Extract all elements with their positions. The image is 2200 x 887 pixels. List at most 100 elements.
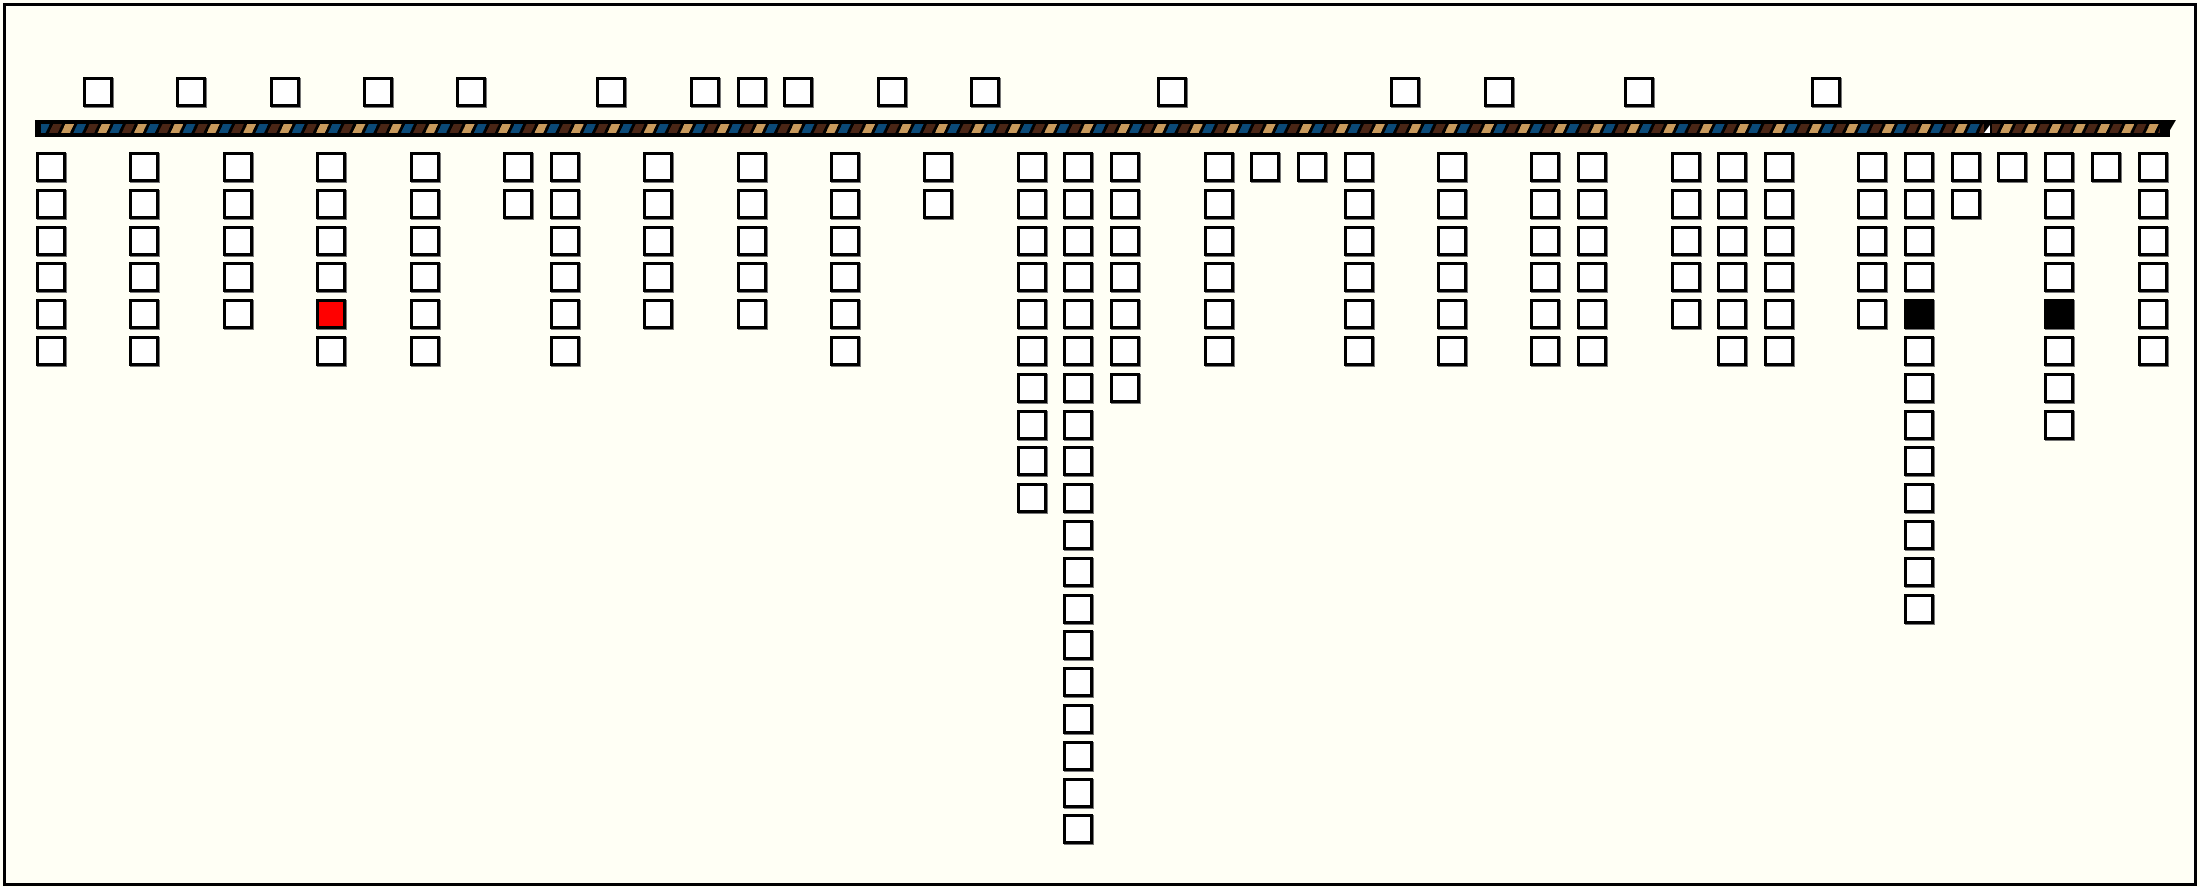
column-cell[interactable] xyxy=(1857,299,1888,330)
column-cell[interactable] xyxy=(36,225,66,256)
column-cell[interactable] xyxy=(1763,152,1794,182)
column-cell[interactable] xyxy=(503,152,533,182)
column-cell[interactable] xyxy=(1437,188,1467,219)
column-cell[interactable] xyxy=(829,299,860,330)
column-cell[interactable] xyxy=(1343,152,1374,182)
column-cell[interactable] xyxy=(316,152,347,182)
column-cell[interactable] xyxy=(736,262,767,293)
column-cell[interactable] xyxy=(829,225,860,256)
column-cell[interactable] xyxy=(409,299,440,330)
column-cell[interactable] xyxy=(923,152,954,182)
top-cell[interactable] xyxy=(82,77,113,107)
column-cell[interactable] xyxy=(1670,225,1701,256)
top-cell[interactable] xyxy=(1156,77,1187,107)
column-cell[interactable] xyxy=(222,152,253,182)
column-cell[interactable] xyxy=(1717,262,1748,293)
column-cell[interactable] xyxy=(1577,336,1608,366)
column-cell[interactable] xyxy=(1063,667,1094,698)
column-cell[interactable] xyxy=(1203,299,1234,330)
column-cell[interactable] xyxy=(1110,299,1141,330)
column-cell[interactable] xyxy=(222,299,253,330)
column-cell[interactable] xyxy=(1717,188,1748,219)
column-cell[interactable] xyxy=(643,262,674,293)
column-cell[interactable] xyxy=(1997,152,2028,182)
column-cell[interactable] xyxy=(1203,262,1234,293)
column-cell[interactable] xyxy=(923,188,954,219)
column-cell[interactable] xyxy=(1063,336,1094,366)
column-cell[interactable] xyxy=(1063,520,1094,550)
column-cell[interactable] xyxy=(1763,225,1794,256)
column-cell[interactable] xyxy=(1857,225,1888,256)
column-cell[interactable] xyxy=(1530,188,1561,219)
column-cell[interactable] xyxy=(1437,225,1467,256)
column-cell[interactable] xyxy=(2137,262,2168,293)
column-cell[interactable] xyxy=(1577,188,1608,219)
column-cell[interactable] xyxy=(2044,225,2075,256)
column-cell[interactable] xyxy=(1016,152,1047,182)
column-cell[interactable] xyxy=(1016,372,1047,403)
top-cell[interactable] xyxy=(1483,77,1514,107)
column-cell[interactable] xyxy=(129,152,160,182)
column-cell[interactable] xyxy=(1203,188,1234,219)
column-cell[interactable] xyxy=(2137,336,2168,366)
timeline-bar[interactable] xyxy=(35,120,2176,137)
column-cell[interactable] xyxy=(1063,409,1094,440)
column-cell[interactable] xyxy=(1016,188,1047,219)
column-cell[interactable] xyxy=(1437,152,1467,182)
column-cell[interactable] xyxy=(736,299,767,330)
column-cell[interactable] xyxy=(1296,152,1327,182)
column-cell[interactable] xyxy=(1437,262,1467,293)
column-cell[interactable] xyxy=(1063,446,1094,477)
column-cell[interactable] xyxy=(829,336,860,366)
top-cell[interactable] xyxy=(970,77,1000,107)
column-cell[interactable] xyxy=(2090,152,2121,182)
column-cell[interactable] xyxy=(1343,262,1374,293)
column-cell[interactable] xyxy=(1016,446,1047,477)
column-cell[interactable] xyxy=(1904,520,1934,550)
bar-marker-icon[interactable] xyxy=(1984,125,1991,133)
column-cell[interactable] xyxy=(129,188,160,219)
column-cell[interactable] xyxy=(549,299,580,330)
column-cell[interactable] xyxy=(409,262,440,293)
column-cell[interactable] xyxy=(1016,299,1047,330)
column-cell[interactable] xyxy=(409,152,440,182)
column-cell[interactable] xyxy=(1110,336,1141,366)
filled-cell-black[interactable] xyxy=(2044,299,2075,330)
column-cell[interactable] xyxy=(1904,446,1934,477)
column-cell[interactable] xyxy=(1063,704,1094,734)
column-cell[interactable] xyxy=(829,152,860,182)
column-cell[interactable] xyxy=(1904,188,1934,219)
column-cell[interactable] xyxy=(2044,409,2075,440)
top-cell[interactable] xyxy=(876,77,907,107)
column-cell[interactable] xyxy=(1063,740,1094,771)
column-cell[interactable] xyxy=(129,336,160,366)
column-cell[interactable] xyxy=(1110,188,1141,219)
column-cell[interactable] xyxy=(1857,188,1888,219)
column-cell[interactable] xyxy=(1670,152,1701,182)
column-cell[interactable] xyxy=(1670,299,1701,330)
column-cell[interactable] xyxy=(1577,225,1608,256)
column-cell[interactable] xyxy=(2137,152,2168,182)
column-cell[interactable] xyxy=(1016,225,1047,256)
column-cell[interactable] xyxy=(1530,299,1561,330)
column-cell[interactable] xyxy=(549,225,580,256)
column-cell[interactable] xyxy=(1203,225,1234,256)
column-cell[interactable] xyxy=(1717,152,1748,182)
column-cell[interactable] xyxy=(736,188,767,219)
top-cell[interactable] xyxy=(1390,77,1421,107)
top-cell[interactable] xyxy=(176,77,207,107)
column-cell[interactable] xyxy=(643,299,674,330)
column-cell[interactable] xyxy=(549,188,580,219)
column-cell[interactable] xyxy=(129,262,160,293)
column-cell[interactable] xyxy=(1904,483,1934,514)
column-cell[interactable] xyxy=(1763,336,1794,366)
selected-cell-red[interactable] xyxy=(316,299,347,330)
top-cell[interactable] xyxy=(596,77,627,107)
column-cell[interactable] xyxy=(829,188,860,219)
column-cell[interactable] xyxy=(2044,188,2075,219)
column-cell[interactable] xyxy=(1904,372,1934,403)
column-cell[interactable] xyxy=(1717,225,1748,256)
column-cell[interactable] xyxy=(1343,299,1374,330)
column-cell[interactable] xyxy=(1110,152,1141,182)
column-cell[interactable] xyxy=(1437,336,1467,366)
